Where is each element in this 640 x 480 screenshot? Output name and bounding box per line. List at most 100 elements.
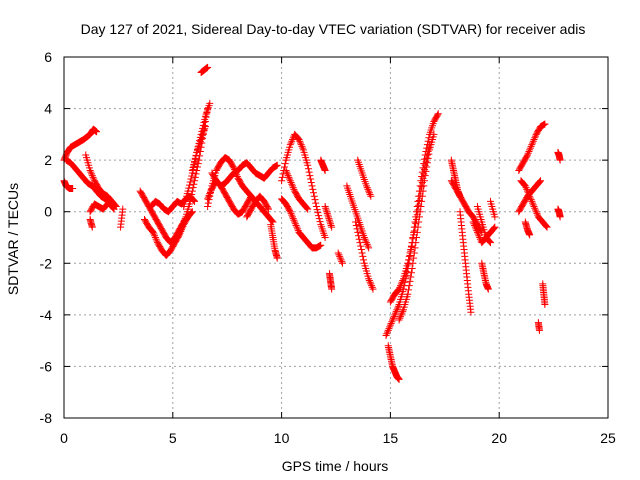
data-point bbox=[204, 195, 212, 203]
data-point bbox=[119, 205, 127, 213]
data-point bbox=[420, 182, 428, 190]
series-arc-14 bbox=[197, 63, 212, 76]
data-point bbox=[189, 163, 197, 171]
data-point bbox=[357, 242, 365, 250]
data-point bbox=[310, 189, 318, 197]
data-point bbox=[90, 175, 98, 183]
data-point bbox=[532, 208, 540, 216]
data-point bbox=[398, 309, 406, 317]
data-point bbox=[281, 163, 289, 171]
data-point bbox=[194, 160, 202, 168]
data-point bbox=[295, 136, 303, 144]
data-point bbox=[405, 282, 413, 290]
data-point bbox=[528, 141, 536, 149]
data-point bbox=[418, 192, 426, 200]
data-point bbox=[535, 326, 543, 334]
data-point bbox=[149, 228, 157, 236]
series-arc-48 bbox=[554, 205, 564, 221]
data-point bbox=[434, 111, 442, 119]
data-point bbox=[397, 282, 405, 290]
data-point bbox=[526, 192, 534, 200]
data-point bbox=[527, 142, 535, 150]
series-arc-13 bbox=[188, 123, 209, 174]
data-point bbox=[88, 223, 96, 231]
data-point bbox=[190, 180, 198, 188]
data-point bbox=[309, 185, 317, 193]
data-point bbox=[525, 191, 533, 199]
x-tick-label: 10 bbox=[274, 430, 290, 446]
data-point bbox=[556, 213, 564, 221]
data-point bbox=[307, 178, 315, 186]
data-point bbox=[288, 136, 296, 144]
data-point bbox=[383, 330, 391, 338]
data-point bbox=[288, 182, 296, 190]
data-point bbox=[368, 283, 376, 291]
data-point bbox=[307, 175, 315, 183]
data-point bbox=[395, 285, 403, 293]
data-point bbox=[412, 219, 420, 227]
data-point bbox=[369, 285, 377, 293]
data-point bbox=[190, 160, 198, 168]
data-point bbox=[521, 182, 529, 190]
data-point bbox=[407, 246, 415, 254]
data-point bbox=[264, 204, 272, 212]
data-point bbox=[191, 154, 199, 162]
data-point bbox=[286, 175, 294, 183]
data-point bbox=[406, 277, 414, 285]
data-point bbox=[180, 218, 188, 226]
data-point bbox=[195, 156, 203, 164]
data-point bbox=[385, 325, 393, 333]
data-point bbox=[321, 166, 329, 174]
data-point bbox=[363, 240, 371, 248]
data-point bbox=[111, 202, 119, 210]
data-point bbox=[324, 211, 332, 219]
data-point bbox=[397, 280, 405, 288]
data-point bbox=[395, 375, 403, 383]
data-point bbox=[367, 280, 375, 288]
data-point bbox=[204, 193, 212, 201]
data-point bbox=[284, 172, 292, 180]
data-point bbox=[152, 235, 160, 243]
data-point bbox=[523, 185, 531, 193]
data-point bbox=[204, 199, 212, 207]
data-point bbox=[421, 172, 429, 180]
series-arc-27 bbox=[343, 182, 373, 252]
data-point bbox=[391, 309, 399, 317]
data-point bbox=[201, 115, 209, 123]
data-point bbox=[475, 232, 483, 240]
data-point bbox=[323, 208, 331, 216]
data-point bbox=[283, 170, 291, 178]
data-point bbox=[304, 161, 312, 169]
data-point bbox=[389, 314, 397, 322]
data-point bbox=[365, 275, 373, 283]
data-point bbox=[359, 252, 367, 260]
data-point bbox=[405, 252, 413, 260]
y-tick-label: 0 bbox=[44, 204, 52, 220]
data-point bbox=[410, 249, 418, 257]
series-arc-20 bbox=[278, 130, 329, 241]
data-point bbox=[185, 184, 193, 192]
data-point bbox=[362, 237, 370, 245]
data-point bbox=[485, 237, 493, 245]
series-arc-24 bbox=[321, 203, 336, 231]
data-point bbox=[151, 232, 159, 240]
x-tick-label: 25 bbox=[600, 430, 616, 446]
data-point bbox=[267, 216, 275, 224]
data-point bbox=[278, 173, 286, 181]
chart-title: Day 127 of 2021, Sidereal Day-to-day VTE… bbox=[81, 21, 586, 37]
data-point bbox=[368, 282, 376, 290]
series-arc-16 bbox=[204, 177, 255, 218]
data-point bbox=[424, 137, 432, 145]
data-point bbox=[292, 221, 300, 229]
data-point bbox=[397, 313, 405, 321]
data-point bbox=[398, 278, 406, 286]
data-point bbox=[177, 225, 185, 233]
series-arc-06 bbox=[86, 215, 96, 231]
data-point bbox=[529, 139, 537, 147]
data-point bbox=[178, 221, 186, 229]
data-point bbox=[104, 200, 112, 208]
data-point bbox=[207, 186, 215, 194]
data-point bbox=[89, 173, 97, 181]
data-point bbox=[304, 205, 312, 213]
data-point bbox=[365, 276, 373, 284]
